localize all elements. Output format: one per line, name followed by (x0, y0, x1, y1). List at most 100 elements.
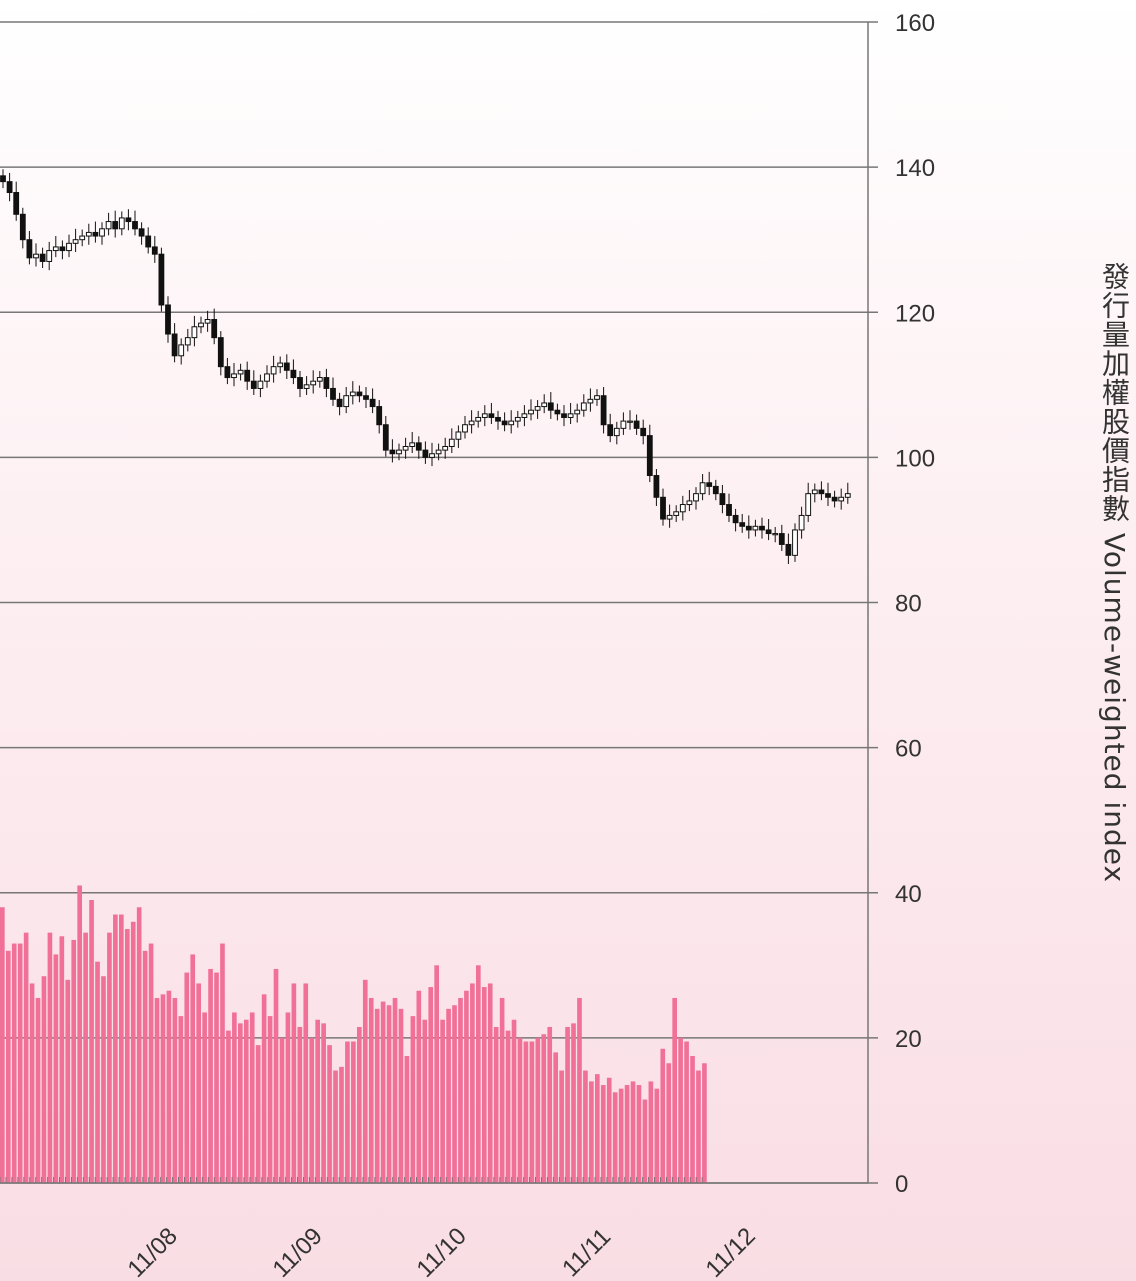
candle (666, 504, 673, 528)
candle (818, 481, 825, 501)
candle (264, 365, 270, 388)
candle-body (343, 395, 350, 408)
candle-body (726, 504, 732, 516)
volume-bar (107, 932, 112, 1183)
candle-body (620, 420, 627, 429)
x-tick-label-11/08: 11/08 (123, 1223, 183, 1281)
candle-body (72, 239, 79, 244)
candle (343, 386, 350, 414)
volume-bar (261, 994, 267, 1183)
candle (46, 241, 53, 271)
candle-body (792, 529, 798, 556)
candle (435, 443, 442, 461)
candle (257, 374, 264, 398)
volume-bar (392, 997, 398, 1183)
candle (587, 388, 594, 412)
candle (811, 483, 818, 503)
candle (607, 413, 614, 443)
volume-bar (499, 997, 505, 1183)
candle-body (402, 445, 409, 451)
candle (620, 412, 627, 435)
candle (204, 310, 211, 332)
volume-bar (5, 950, 11, 1183)
candle-body (455, 431, 462, 440)
candle-body (752, 525, 759, 531)
candle-body (580, 402, 587, 411)
candle (303, 376, 310, 395)
candle (191, 315, 198, 347)
candle-body (646, 435, 653, 477)
volume-bar (23, 932, 29, 1183)
candle-body (211, 319, 218, 339)
candle-body (145, 235, 152, 248)
candle-body (297, 377, 303, 389)
candle (792, 523, 798, 562)
candle-body (303, 384, 310, 389)
volume-bar (77, 885, 82, 1183)
candle (33, 243, 39, 267)
volume-bar (452, 1005, 457, 1183)
axes (0, 21, 878, 1184)
volume-bar (624, 1085, 630, 1183)
volume-bar (101, 976, 106, 1183)
volume-bar (606, 1077, 612, 1183)
candle (376, 400, 383, 434)
candle (316, 371, 323, 388)
volume-bar (654, 1088, 660, 1183)
candle (508, 410, 515, 434)
candle-body (429, 453, 435, 458)
volume-bar (422, 1019, 428, 1183)
volume-bar (559, 1070, 564, 1183)
volume-bar (148, 943, 154, 1183)
volume-bar (410, 1016, 416, 1183)
volume-bar (297, 1026, 303, 1183)
candle-body (600, 395, 607, 426)
candle (356, 385, 363, 403)
candle-body (481, 413, 488, 418)
volume-bar (434, 965, 439, 1183)
candle (719, 484, 726, 514)
candle-body (52, 246, 59, 252)
candle (547, 392, 554, 419)
candle-body (844, 493, 851, 498)
candle-body (547, 402, 554, 411)
candle-body (13, 192, 20, 215)
candle-body (257, 380, 264, 389)
candle (211, 308, 218, 345)
candle (514, 410, 521, 428)
candle-body (633, 420, 640, 429)
candle (455, 425, 462, 448)
volume-bar (648, 1081, 654, 1183)
candle-body (290, 369, 297, 379)
candle (481, 405, 488, 427)
candle (66, 234, 72, 258)
candle-body (666, 514, 673, 520)
candle (145, 227, 152, 254)
candle (79, 229, 86, 247)
candle (125, 209, 132, 231)
volume-bar (440, 1019, 445, 1183)
candle (415, 436, 422, 459)
volume-bar (612, 1092, 618, 1183)
candle (369, 388, 376, 414)
volume-bar (481, 987, 487, 1183)
volume-bar (83, 932, 88, 1183)
volume-bar (321, 1023, 326, 1183)
y-axis-label: 發行量加權股價指數 Volume-weighted index (1098, 262, 1131, 884)
volume-bar (583, 1070, 588, 1183)
candle-body (693, 493, 699, 502)
candlesticks (0, 169, 851, 565)
candle-body (838, 496, 845, 502)
volume-bar (630, 1081, 636, 1183)
candle (785, 533, 792, 565)
candle-body (673, 511, 680, 516)
candle-body (745, 525, 752, 531)
candle-body (66, 242, 72, 252)
candle-body (574, 409, 581, 415)
candle (468, 410, 475, 434)
candle-body (191, 326, 198, 339)
volume-bar (59, 936, 65, 1183)
candle (759, 517, 765, 539)
volume-bar (523, 1041, 529, 1183)
candle-body (732, 514, 739, 524)
